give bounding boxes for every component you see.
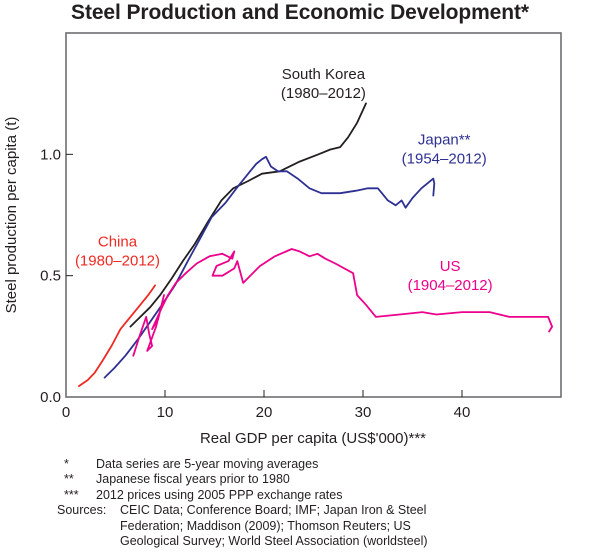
series-period-us: (1904–2012) bbox=[408, 277, 493, 294]
x-tick-label: 40 bbox=[454, 404, 471, 421]
sources-label: Sources: bbox=[57, 503, 107, 518]
footnote: ** Japanese fiscal years prior to 1980 bbox=[64, 472, 470, 487]
footnote: * Data series are 5-year moving averages bbox=[64, 457, 470, 472]
series-period-south-korea: (1980–2012) bbox=[281, 85, 366, 102]
x-tick-label: 20 bbox=[256, 404, 273, 421]
x-axis-label: Real GDP per capita (US$'000)*** bbox=[200, 430, 426, 447]
series-line-china bbox=[78, 284, 157, 388]
series-line-south-korea bbox=[129, 102, 367, 328]
y-tick-label: 0.0 bbox=[40, 389, 61, 406]
x-tick-label: 30 bbox=[355, 404, 372, 421]
footnote-mark: *** bbox=[64, 487, 79, 502]
chart-title: Steel Production and Economic Developmen… bbox=[71, 1, 529, 24]
y-tick-label: 1.0 bbox=[40, 146, 61, 163]
footnotes: * Data series are 5-year moving averages… bbox=[57, 457, 470, 549]
x-tick-label: 0 bbox=[62, 404, 70, 421]
plot-frame bbox=[65, 32, 562, 398]
sources-text: CEIC Data; Conference Board; IMF; Japan … bbox=[120, 503, 428, 549]
series-lines bbox=[78, 102, 553, 388]
series-label-south-korea: South Korea bbox=[282, 66, 366, 83]
series-period-china: (1980–2012) bbox=[75, 253, 160, 270]
series-label-us: US bbox=[440, 258, 461, 275]
footnote-text: Data series are 5-year moving averages bbox=[96, 457, 319, 471]
x-axis-ticks: 0 10 20 30 40 bbox=[62, 390, 471, 421]
footnote-text: Japanese fiscal years prior to 1980 bbox=[96, 472, 290, 487]
series-labels: China (1980–2012) South Korea (1980–2012) Ja… bbox=[75, 66, 493, 294]
chart-plot: 0 10 20 30 40 0.0 0.5 1.0 China (1980–2012) Sout… bbox=[3, 32, 562, 447]
y-axis-label: Steel production per capita (t) bbox=[3, 117, 20, 314]
footnote-text: 2012 prices using 2005 PPP exchange rate… bbox=[96, 487, 343, 502]
series-line-us bbox=[132, 248, 553, 357]
footnote-mark: ** bbox=[64, 472, 74, 487]
footnote: *** 2012 prices using 2005 PPP exchange … bbox=[64, 488, 470, 503]
series-label-china: China bbox=[98, 234, 138, 251]
series-period-japan: (1954–2012) bbox=[402, 151, 487, 168]
y-tick-label: 0.5 bbox=[40, 268, 61, 285]
x-tick-label: 10 bbox=[157, 404, 174, 421]
sources: Sources: CEIC Data; Conference Board; IM… bbox=[57, 503, 470, 549]
y-axis-ticks: 0.0 0.5 1.0 bbox=[40, 146, 73, 406]
footnote-mark: * bbox=[64, 457, 69, 471]
series-label-japan: Japan** bbox=[418, 132, 471, 149]
plot-border bbox=[65, 32, 562, 398]
